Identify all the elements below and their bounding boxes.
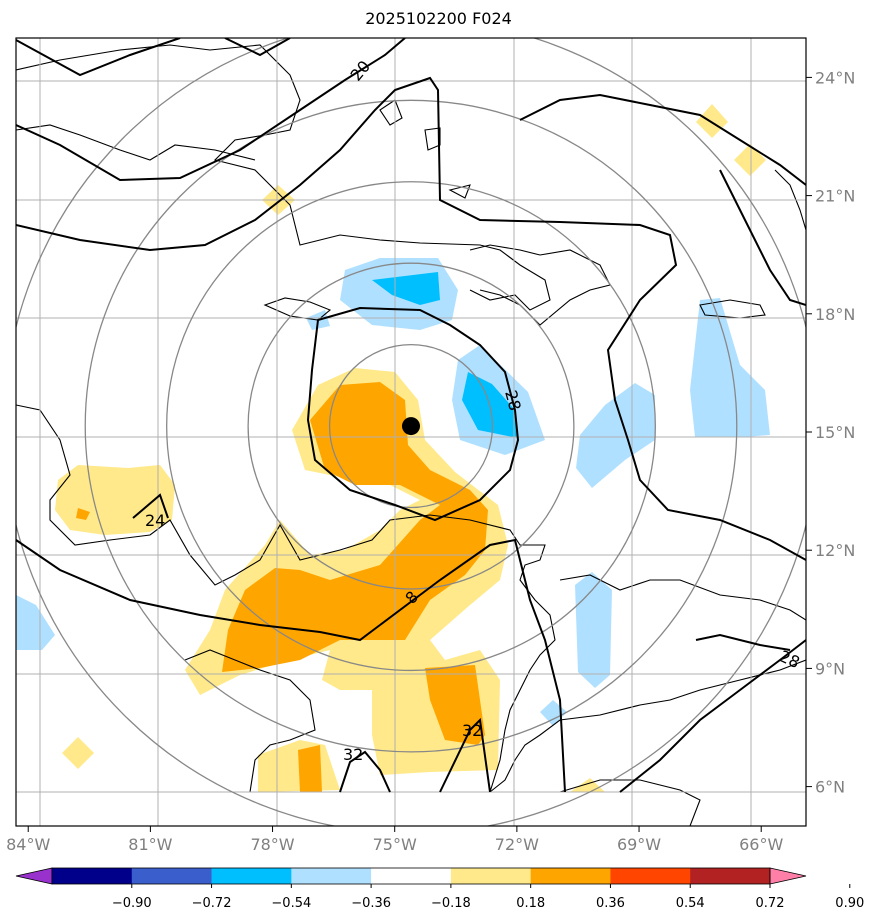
shaded-fields: [16, 104, 770, 792]
colorbar-segment: [610, 868, 691, 884]
lat-tick-label: 18°N: [815, 305, 855, 324]
coast-puerto-rico: [699, 299, 766, 319]
range-ring: [84, 99, 738, 753]
coast-florida: [16, 124, 256, 161]
colorbar-segment: [371, 868, 452, 884]
coast-colombia: [489, 659, 806, 793]
contour-north-east: [519, 93, 806, 186]
colorbar-segment: [291, 868, 372, 884]
lat-tick-label: 12°N: [815, 541, 855, 560]
shade-negative-west: [16, 595, 55, 650]
colorbar-segment: [450, 868, 532, 884]
colorbar-tick-label: 0.36: [596, 896, 625, 911]
colorbar-segment: [52, 868, 133, 884]
contour-label: 32: [343, 745, 363, 764]
colorbar-tick-label: 0.18: [516, 896, 545, 911]
lon-tick-label: 81°W: [128, 835, 172, 854]
latitude-labels: 6°N 9°N 12°N 15°N 18°N 21°N 24°N: [806, 68, 855, 797]
contour-label: 28: [501, 388, 525, 413]
colorbar-segment: [690, 868, 771, 884]
coast-cuba: [16, 44, 551, 311]
lon-tick-label: 78°W: [250, 835, 294, 854]
lat-tick-label: 24°N: [815, 68, 855, 87]
coast-central-america: [16, 404, 556, 793]
coast-south: [559, 779, 701, 826]
shade-positive-se: [425, 665, 485, 745]
contour-32-a: [439, 717, 491, 793]
contour-24: [132, 493, 169, 519]
shade-negative-north-strong: [372, 272, 440, 305]
contour-20b: [224, 38, 291, 57]
lat-tick-label: 15°N: [815, 423, 855, 442]
coast-bahamas3: [448, 184, 471, 199]
range-ring: [166, 181, 656, 672]
lat-tick-label: 9°N: [815, 659, 845, 678]
contour-north-trough: [16, 38, 406, 182]
shade-positive-center-strong: [222, 382, 488, 672]
colorbar-tick-label: −0.36: [351, 896, 391, 911]
lon-tick-label: 69°W: [617, 835, 661, 854]
range-ring: [247, 262, 575, 590]
contour-28-east: [619, 639, 806, 793]
coast-panama: [184, 649, 316, 793]
colorbar-tick-label: −0.90: [112, 896, 152, 911]
chart-title: 2025102200 F024: [365, 9, 512, 28]
coast-bahamas1: [379, 99, 403, 126]
coastlines: [16, 44, 806, 826]
range-rings: [16, 38, 806, 826]
colorbar-tick-label: 0.72: [756, 896, 785, 911]
height-contours: [16, 38, 806, 793]
contour-label: 32: [462, 721, 482, 740]
contour-north-2: [16, 76, 806, 561]
contour-20: [16, 38, 181, 77]
lon-tick-label: 84°W: [6, 835, 50, 854]
colorbar-tick-label: 0.90: [835, 896, 864, 911]
colorbar-segment: [530, 868, 611, 884]
shade-positive-dot-sw: [62, 737, 94, 769]
colorbar-tick-label: −0.54: [271, 896, 311, 911]
gridlines: [16, 38, 806, 826]
colorbar-tick-label: 0.54: [676, 896, 705, 911]
contour-east-top: [695, 633, 791, 651]
shade-positive-ne1: [696, 104, 728, 138]
colorbar-segment: [211, 868, 292, 884]
lon-tick-label: 66°W: [739, 835, 783, 854]
colorbar-tick-label: −0.72: [192, 896, 232, 911]
lat-tick-label: 6°N: [815, 778, 845, 797]
contour-28-loop: [306, 306, 520, 522]
lon-tick-label: 72°W: [495, 835, 539, 854]
colorbar-outline: [51, 867, 771, 885]
colorbar-tick-label: −0.18: [431, 896, 471, 911]
contour-east-right: [719, 169, 806, 306]
contour-low: [16, 538, 566, 793]
shade-positive-west-dot: [76, 508, 90, 520]
longitude-labels: 84°W 81°W 78°W 75°W 72°W 69°W 66°W: [6, 826, 783, 854]
colorbar: [15, 867, 807, 885]
shade-positive-sw-strong: [298, 745, 322, 792]
colorbar-extend-high: [769, 867, 807, 885]
shade-negative-mid: [576, 383, 655, 488]
colorbar-labels: −0.90 −0.72 −0.54 −0.36 −0.18 0.18 0.36 0.54 0.7…: [112, 884, 864, 911]
range-ring: [328, 343, 494, 509]
colorbar-segment: [131, 868, 213, 884]
shade-negative-right: [690, 298, 770, 437]
lon-tick-label: 75°W: [373, 835, 417, 854]
coast-jamaica: [263, 297, 332, 321]
coast-lesser-antilles: [774, 169, 806, 231]
shade-negative-south: [575, 572, 612, 688]
colorbar-extend-low: [15, 867, 53, 885]
contour-32-b: [339, 750, 391, 793]
contour-label: 24: [145, 511, 165, 530]
lat-tick-label: 21°N: [815, 187, 855, 206]
storm-center-marker: [402, 417, 420, 436]
